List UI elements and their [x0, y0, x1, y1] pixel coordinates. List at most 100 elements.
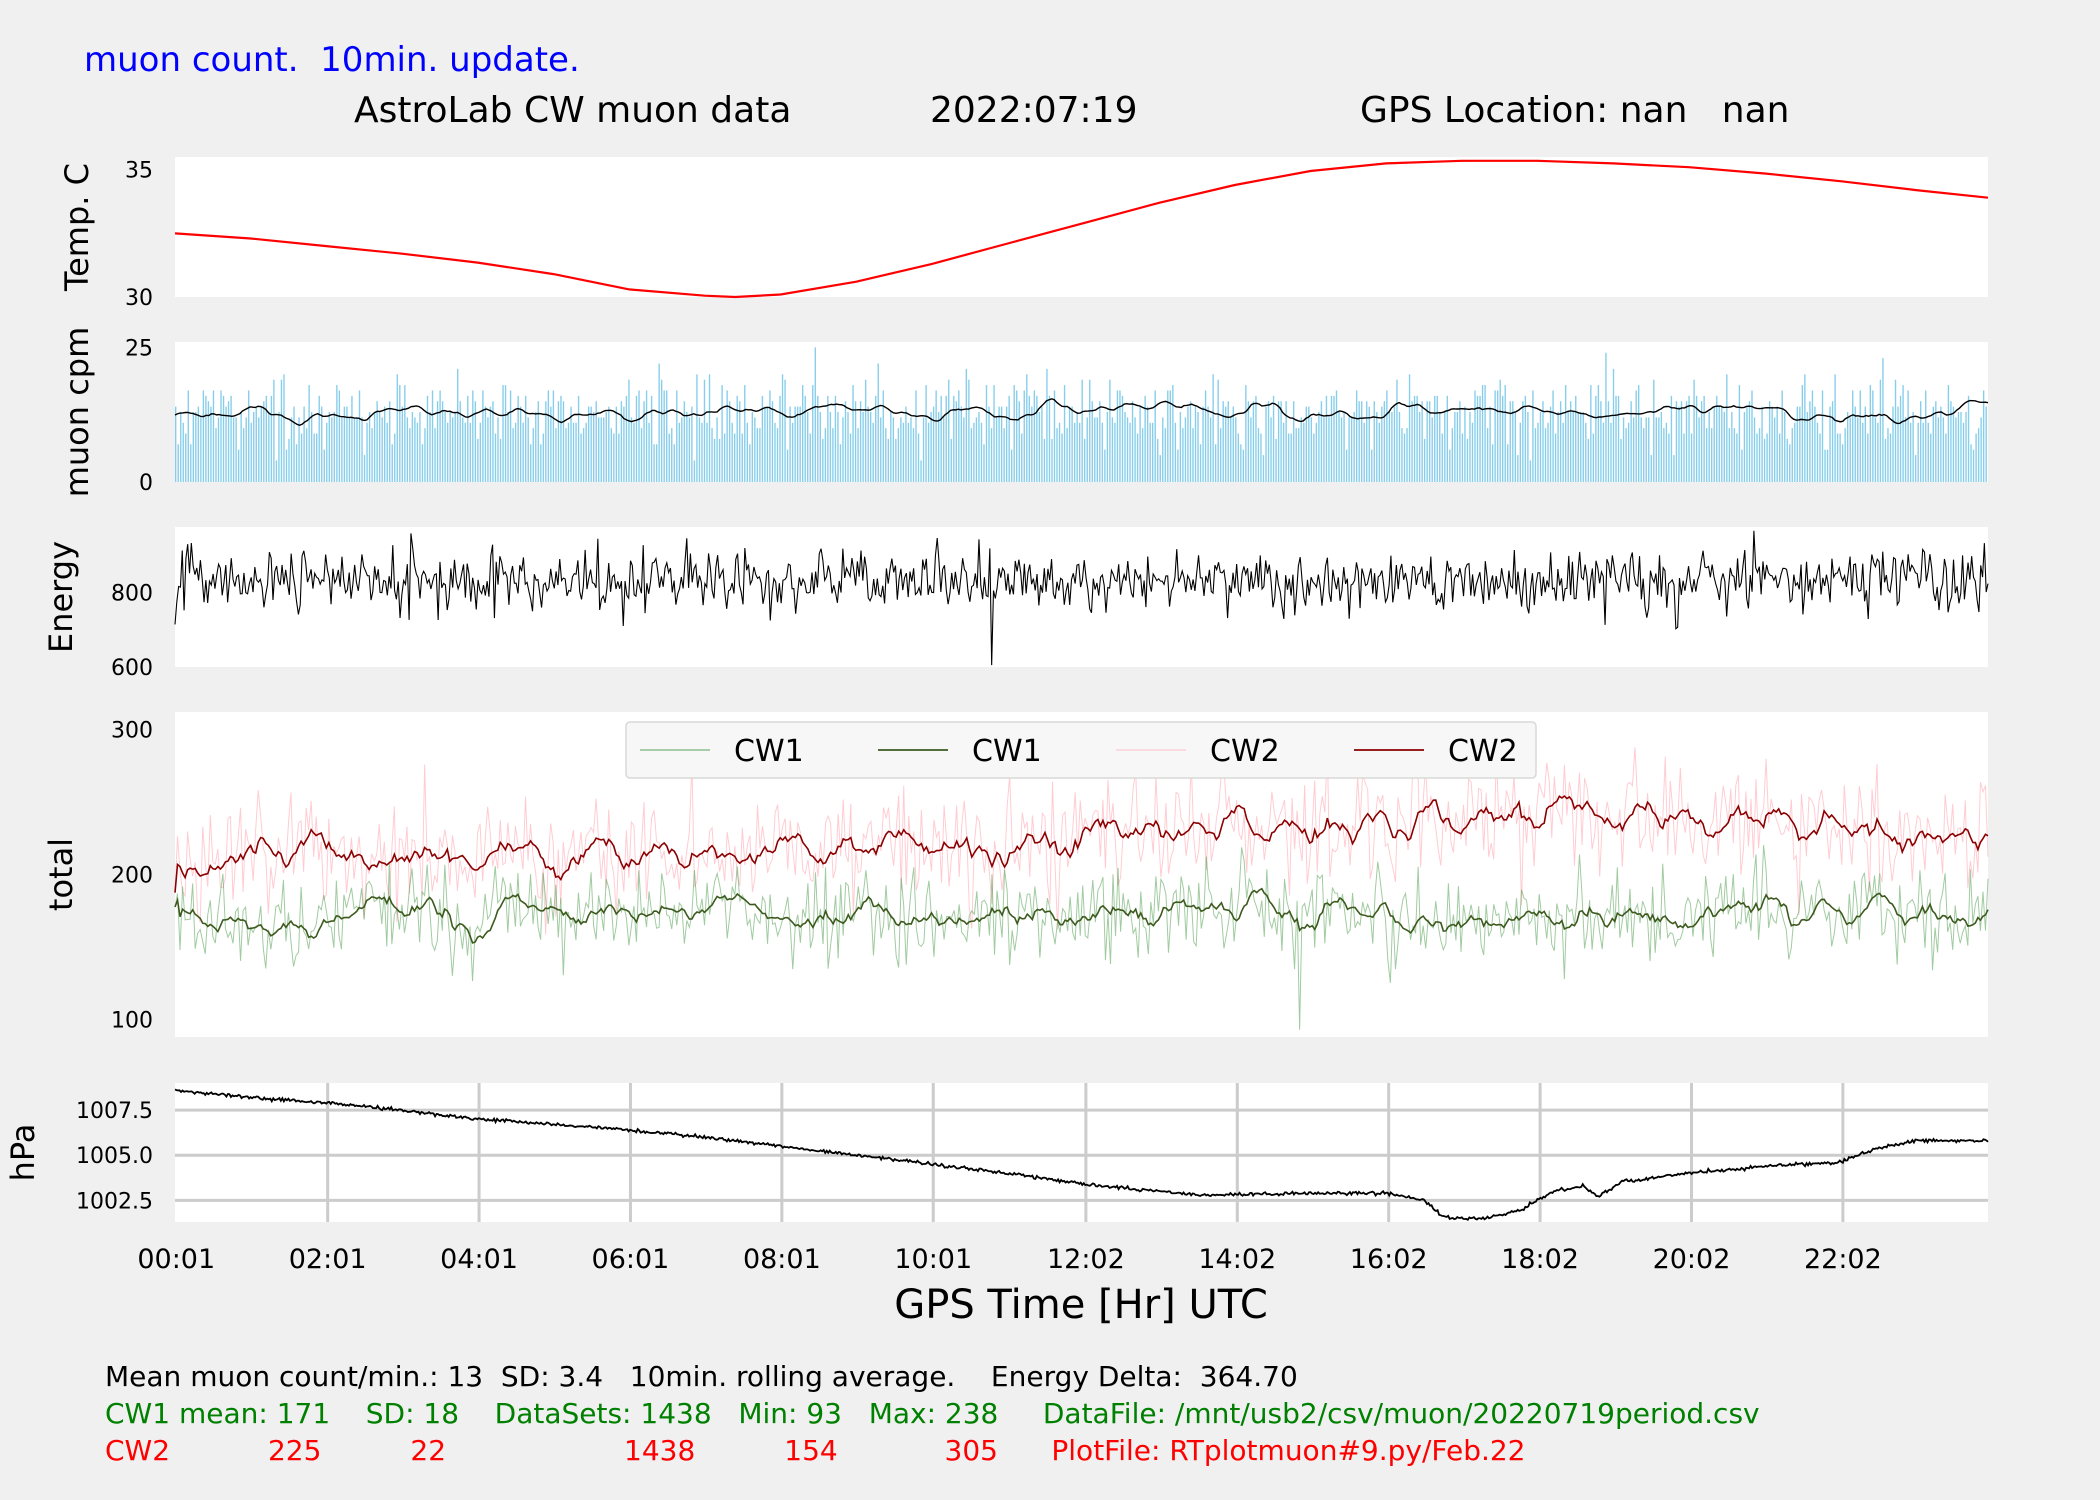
- muon-count-bar: [751, 412, 754, 482]
- x-tick-label: 10:01: [894, 1244, 972, 1275]
- muon-count-bar: [1925, 390, 1927, 482]
- muon-count-bar: [1094, 417, 1096, 482]
- muon-count-bar: [222, 395, 225, 482]
- muon-count-bar: [723, 433, 726, 482]
- muon-count-bar: [303, 406, 305, 482]
- muon-count-bar: [1512, 401, 1514, 482]
- muon-rolling-average-line: [174, 398, 1989, 427]
- muon-count-bar: [1839, 433, 1841, 482]
- muon-count-bar: [1829, 406, 1831, 482]
- muon-count-bar: [532, 428, 534, 482]
- muon-count-bar: [1366, 401, 1368, 482]
- muon-count-bar: [681, 417, 683, 482]
- muon-count-bar: [1350, 417, 1353, 482]
- muon-count-bar: [1912, 412, 1914, 482]
- muon-count-bar: [1942, 417, 1945, 482]
- muon-count-bar: [1902, 385, 1904, 482]
- muon-count-bar: [557, 401, 560, 482]
- muon-count-bar: [217, 417, 220, 482]
- muon-count-bar: [1096, 417, 1098, 482]
- muon-count-bar: [1111, 417, 1114, 482]
- muon-count-bar: [1262, 455, 1265, 482]
- muon-count-bar: [1333, 395, 1335, 482]
- pressure-line: [174, 1088, 1989, 1222]
- x-tick-label: 22:02: [1804, 1244, 1882, 1275]
- muon-count-bar: [1615, 395, 1617, 482]
- muon-count-bar: [1000, 406, 1003, 482]
- muon-count-bar: [1952, 406, 1955, 482]
- muon-count-bar: [970, 428, 973, 482]
- muon-count-bar: [897, 428, 900, 482]
- muon-count-bar: [358, 390, 361, 482]
- muon-count-bar: [207, 401, 210, 482]
- muon-count-bar: [434, 428, 436, 482]
- muon-count-bar: [1340, 417, 1343, 482]
- muon-count-bar: [1363, 422, 1365, 482]
- muon-count-bar: [1726, 374, 1728, 482]
- muon-count-bar: [419, 412, 421, 482]
- muon-count-bar: [1894, 379, 1897, 482]
- muon-count-bar: [1650, 455, 1652, 482]
- muon-count-bar: [1318, 412, 1320, 482]
- muon-count-bar: [978, 412, 980, 482]
- muon-count-bar: [424, 428, 426, 482]
- muon-count-bar: [988, 406, 990, 482]
- muon-count-bar: [791, 422, 794, 482]
- muon-count-bar: [1718, 406, 1720, 482]
- muon-count-bar: [943, 417, 945, 482]
- muon-count-bar: [1622, 417, 1625, 482]
- muon-count-bar: [1796, 406, 1799, 482]
- muon-count-bar: [1504, 385, 1506, 482]
- muon-count-bar: [731, 422, 733, 482]
- muon-count-bar: [1053, 390, 1056, 482]
- muon-count-bar: [1914, 455, 1917, 482]
- muon-count-bar: [446, 422, 449, 482]
- muon-count-bar: [789, 406, 791, 482]
- muon-count-bar: [983, 444, 985, 482]
- muon-count-bar: [1179, 412, 1182, 482]
- muon-count-bar: [363, 455, 366, 482]
- muon-count-bar: [1270, 417, 1272, 482]
- muon-count-bar: [1637, 385, 1640, 482]
- muon-count-bar: [537, 401, 539, 482]
- muon-count-bar: [467, 395, 469, 482]
- muon-count-bar: [1013, 385, 1015, 482]
- muon-count-bar: [676, 390, 678, 482]
- muon-count-bar: [779, 395, 781, 482]
- muon-count-bar: [1345, 449, 1348, 482]
- muon-count-bar: [1673, 455, 1675, 482]
- muon-count-bar: [1632, 417, 1635, 482]
- muon-count-bar: [316, 433, 318, 482]
- muon-count-bar: [1459, 401, 1461, 482]
- muon-count-bar: [341, 417, 343, 482]
- muon-count-bar: [1162, 417, 1164, 482]
- muon-count-bar: [1824, 449, 1826, 482]
- muon-count-bar: [361, 417, 363, 482]
- muon-count-bar: [371, 428, 373, 482]
- muon-count-bar: [1139, 406, 1141, 482]
- muon-count-bar: [1232, 406, 1234, 482]
- muon-count-bar: [1421, 401, 1423, 482]
- muon-count-bar: [930, 412, 932, 482]
- muon-count-bar: [1496, 390, 1499, 482]
- muon-count-bar: [1444, 412, 1446, 482]
- muon-count-bar: [663, 390, 665, 482]
- muon-count-bar: [1648, 417, 1650, 482]
- muon-count-bar: [507, 412, 509, 482]
- muon-count-bar: [1073, 422, 1076, 482]
- muon-count-bar: [1564, 385, 1567, 482]
- muon-count-bar: [580, 433, 582, 482]
- muon-count-bar: [965, 368, 968, 482]
- muon-count-bar: [353, 417, 356, 482]
- muon-count-bar: [1116, 390, 1119, 482]
- muon-count-bar: [1406, 428, 1408, 482]
- muon-count-bar: [1763, 438, 1766, 482]
- muon-count-bar: [1401, 428, 1403, 482]
- energy-line: [174, 530, 1989, 666]
- muon-count-bar: [1010, 449, 1013, 482]
- muon-count-bar: [1393, 406, 1396, 482]
- plot-area: 30 35 Temp. C 0 25 muon cpm 600 800 Energy 100 200…: [4, 157, 1989, 1328]
- muon-count-bar: [1245, 385, 1247, 482]
- muon-count-bar: [1743, 412, 1746, 482]
